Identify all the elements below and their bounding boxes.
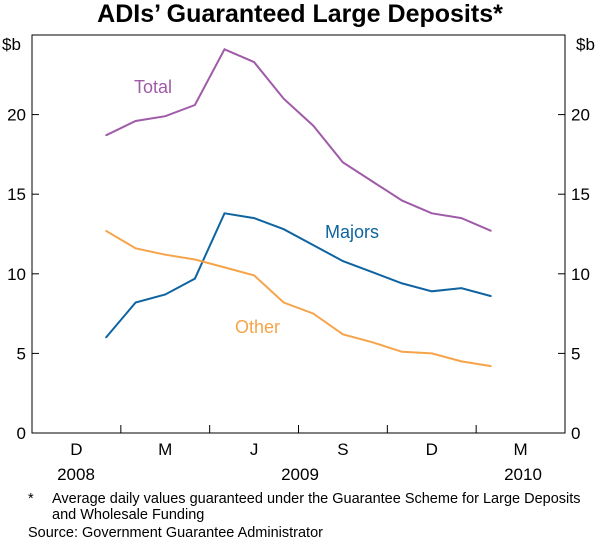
data-point-total	[134, 120, 137, 122]
data-point-other	[401, 351, 403, 353]
data-point-other	[253, 274, 255, 277]
series-line-total	[105, 48, 492, 232]
data-point-total	[282, 97, 285, 100]
footnote: Average daily values guaranteed under th…	[52, 491, 581, 523]
data-point-other	[430, 352, 433, 355]
y-tick-label-right: 15	[571, 185, 590, 204]
data-point-other	[371, 341, 374, 344]
y-tick-label-left: 15	[7, 185, 26, 204]
series-label-other: Other	[235, 317, 280, 337]
y-tick-label-left: 0	[17, 424, 26, 443]
data-point-other	[282, 301, 285, 304]
data-point-majors	[223, 212, 226, 215]
x-tick-label: J	[250, 440, 259, 459]
series-label-majors: Majors	[325, 222, 379, 242]
data-point-total	[253, 61, 255, 63]
data-point-total	[164, 115, 167, 117]
data-point-total	[460, 217, 463, 219]
data-point-other	[134, 247, 137, 250]
y-tick-label-left: 20	[7, 106, 26, 125]
data-point-majors	[282, 228, 285, 231]
year-label: 2008	[57, 465, 95, 484]
data-point-majors	[490, 295, 492, 297]
data-point-majors	[105, 336, 107, 339]
chart-title: ADIs’ Guaranteed Large Deposits*	[97, 0, 503, 28]
source-note: Source: Government Guarantee Administrat…	[28, 525, 323, 541]
data-point-other	[194, 258, 196, 261]
data-point-other	[105, 230, 107, 232]
data-point-majors	[194, 277, 196, 280]
data-point-other	[490, 365, 492, 367]
x-tick-label: D	[70, 440, 82, 459]
data-point-total	[371, 180, 374, 183]
x-tick-label: M	[513, 440, 527, 459]
y-tick-label-left: 10	[7, 265, 26, 284]
footnote-marker: *	[28, 491, 34, 507]
y-tick-label-left: 5	[17, 344, 26, 363]
y-tick-label-right: 10	[571, 265, 590, 284]
year-label: 2009	[281, 465, 319, 484]
data-point-other	[342, 333, 344, 336]
data-point-other	[460, 360, 463, 363]
y-axis-unit-left: $b	[2, 35, 21, 54]
data-point-majors	[312, 244, 315, 246]
year-label: 2010	[504, 465, 542, 484]
x-tick-label: S	[337, 440, 348, 459]
data-point-majors	[342, 260, 344, 262]
data-point-total	[194, 104, 196, 106]
data-point-other	[223, 266, 226, 269]
plot-area: 0 0 5 5 10 10 15 15 20 20 $b $b D M J S D M 2008 2009 2010 To…	[2, 34, 595, 484]
y-axis-unit-right: $b	[576, 35, 595, 54]
data-point-majors	[253, 217, 255, 219]
data-point-other	[164, 253, 167, 256]
data-point-total	[430, 212, 433, 215]
data-point-total	[105, 134, 107, 137]
data-point-other	[312, 312, 315, 315]
data-point-total	[490, 230, 492, 232]
data-point-total	[401, 199, 403, 202]
y-tick-label-right: 0	[571, 424, 580, 443]
y-tick-label-right: 20	[571, 106, 590, 125]
data-point-majors	[430, 290, 433, 293]
x-tick-label: D	[426, 440, 438, 459]
series-label-total: Total	[134, 77, 172, 97]
series-line-other	[105, 229, 492, 368]
y-tick-label-right: 5	[571, 344, 580, 363]
data-point-majors	[460, 287, 463, 289]
data-point-majors	[164, 293, 167, 296]
data-point-total	[342, 161, 344, 164]
data-point-majors	[371, 271, 374, 274]
data-point-majors	[134, 301, 137, 304]
x-tick-label: M	[158, 440, 172, 459]
series-line-majors	[105, 212, 492, 339]
data-point-total	[223, 48, 226, 51]
data-point-total	[312, 124, 315, 127]
data-point-majors	[401, 282, 403, 285]
